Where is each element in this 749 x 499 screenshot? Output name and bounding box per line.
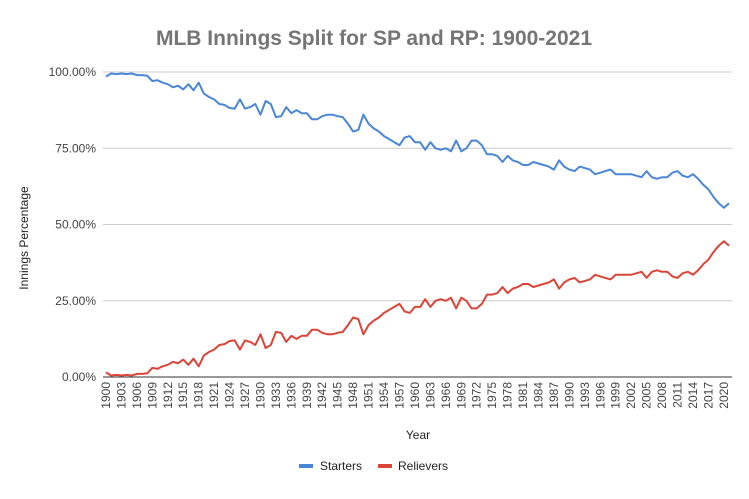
legend-swatch-relievers	[378, 464, 392, 468]
x-tick-label: 1972	[470, 382, 484, 409]
legend-label-starters: Starters	[320, 459, 362, 473]
x-tick-label: 1975	[485, 382, 499, 409]
y-axis-ticks: 0.00% 25.00% 50.00% 75.00% 100.00%	[49, 65, 97, 384]
legend-item-starters[interactable]: Starters	[299, 459, 362, 473]
x-tick-label: 1987	[547, 382, 561, 409]
y-tick-label: 25.00%	[55, 294, 96, 308]
series-line-starters	[105, 72, 730, 209]
x-tick-label: 2017	[701, 382, 715, 409]
x-tick-label: 1912	[161, 382, 175, 409]
x-tick-label: 1909	[145, 382, 159, 409]
x-tick-label: 2020	[717, 382, 731, 409]
y-axis-label: Innings Percentage	[17, 186, 31, 290]
x-tick-label: 1930	[253, 382, 267, 409]
x-tick-label: 1954	[377, 382, 391, 409]
legend-swatch-starters	[299, 464, 313, 468]
x-tick-label: 1993	[578, 382, 592, 409]
y-tick-label: 100.00%	[49, 65, 97, 79]
x-tick-label: 1921	[207, 382, 221, 409]
x-tick-label: 1969	[454, 382, 468, 409]
x-tick-label: 2011	[671, 382, 685, 408]
x-tick-label: 1942	[315, 382, 329, 409]
x-tick-label: 2014	[686, 382, 700, 409]
series-lines	[105, 72, 730, 377]
y-tick-label: 0.00%	[62, 370, 96, 384]
x-tick-label: 1945	[331, 382, 345, 409]
x-tick-label: 1936	[284, 382, 298, 409]
x-tick-label: 1978	[501, 382, 515, 409]
x-tick-label: 1948	[346, 382, 360, 409]
x-tick-label: 1984	[531, 382, 545, 409]
legend: Starters Relievers	[299, 459, 448, 473]
x-tick-label: 1963	[423, 382, 437, 409]
x-axis-ticks: 1900 1903 1906 1909 1912 1915 1918 1921 1924 1927…	[99, 382, 731, 409]
y-tick-label: 50.00%	[55, 218, 96, 232]
x-tick-label: 1999	[609, 382, 623, 409]
legend-label-relievers: Relievers	[398, 459, 448, 473]
x-tick-label: 1927	[238, 382, 252, 409]
x-tick-label: 1924	[223, 382, 237, 409]
x-tick-label: 1900	[99, 382, 113, 409]
x-tick-label: 2008	[655, 382, 669, 409]
x-tick-label: 1918	[192, 382, 206, 409]
x-tick-label: 1960	[408, 382, 422, 409]
legend-item-relievers[interactable]: Relievers	[378, 459, 448, 473]
gridlines	[103, 71, 732, 302]
x-tick-label: 1915	[176, 382, 190, 409]
y-tick-label: 75.00%	[55, 141, 96, 155]
x-tick-label: 1981	[516, 382, 530, 409]
series-line-relievers	[105, 240, 730, 377]
x-axis-label: Year	[406, 428, 430, 442]
chart-title: MLB Innings Split for SP and RP: 1900-20…	[156, 27, 592, 50]
x-tick-label: 1990	[562, 382, 576, 409]
x-tick-label: 1957	[392, 382, 406, 409]
x-tick-label: 2002	[624, 382, 638, 409]
x-tick-label: 1903	[114, 382, 128, 409]
x-tick-label: 2005	[640, 382, 654, 409]
x-tick-label: 1966	[439, 382, 453, 409]
x-tick-label: 1933	[269, 382, 283, 409]
x-tick-label: 1906	[130, 382, 144, 409]
x-tick-label: 1939	[300, 382, 314, 409]
x-tick-label: 1951	[362, 382, 376, 409]
x-tick-label: 1996	[593, 382, 607, 409]
